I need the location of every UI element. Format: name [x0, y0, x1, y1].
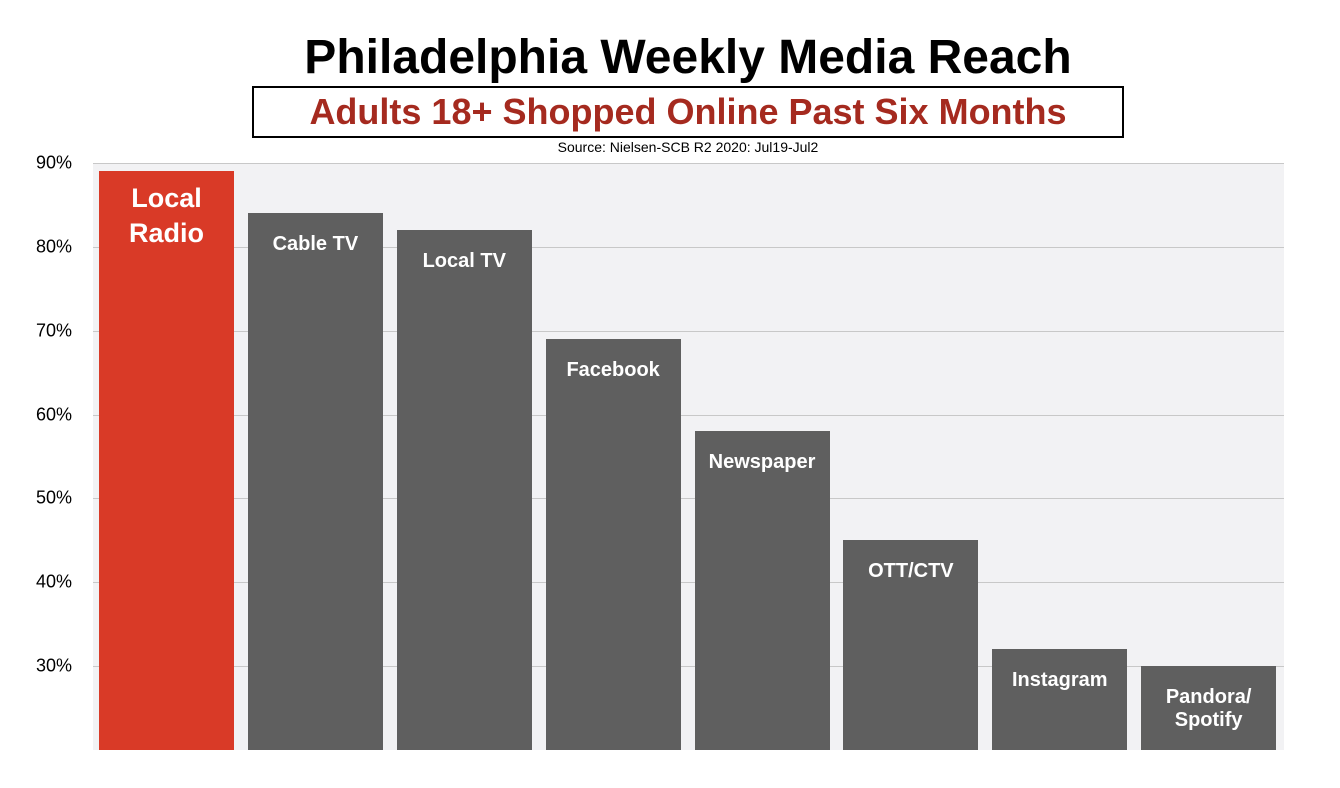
grid-line	[93, 498, 1284, 500]
y-tick-label: 50%	[35, 487, 72, 508]
bar-label: Local Radio	[128, 183, 204, 249]
y-tick-label: 90%	[35, 152, 72, 173]
bar-label: Local TV	[422, 250, 506, 273]
grid-line	[93, 163, 1284, 164]
bar: Instagram	[992, 649, 1128, 750]
bar: OTT/CTV	[843, 540, 979, 750]
bar: Pandora/ Spotify	[1141, 666, 1277, 750]
chart-subtitle: Adults 18+ Shopped Online Past Six Month…	[252, 86, 1124, 138]
bar-label: Newspaper	[708, 451, 816, 474]
y-tick-label: 80%	[35, 236, 72, 257]
chart-title: Philadelphia Weekly Media Reach	[304, 31, 1072, 84]
y-tick-label: 40%	[35, 571, 72, 592]
bar: Newspaper	[694, 431, 830, 750]
bar-label: Pandora/ Spotify	[1165, 686, 1252, 732]
grid-line	[93, 582, 1284, 584]
bar-label: Cable TV	[272, 233, 359, 256]
bar: Local Radio	[99, 171, 234, 750]
y-tick-label: 60%	[35, 404, 72, 425]
y-tick-label: 70%	[35, 320, 72, 341]
y-tick-label: 30%	[35, 655, 72, 676]
bar-label: Facebook	[566, 359, 660, 382]
bar: Local TV	[396, 230, 532, 750]
grid-line	[93, 414, 1284, 416]
bar: Cable TV	[247, 213, 383, 750]
bar: Facebook	[545, 339, 681, 750]
bar-label: OTT/CTV	[868, 560, 954, 583]
bar-label: Instagram	[1011, 669, 1108, 692]
grid-line	[93, 246, 1284, 248]
grid-line	[93, 330, 1284, 332]
plot-area: Local Radio Cable TV Local TV Facebook Newsp…	[93, 163, 1284, 750]
source-note: Source: Nielsen-SCB R2 2020: Jul19-Jul2	[557, 139, 819, 155]
grid-line	[93, 666, 1284, 668]
